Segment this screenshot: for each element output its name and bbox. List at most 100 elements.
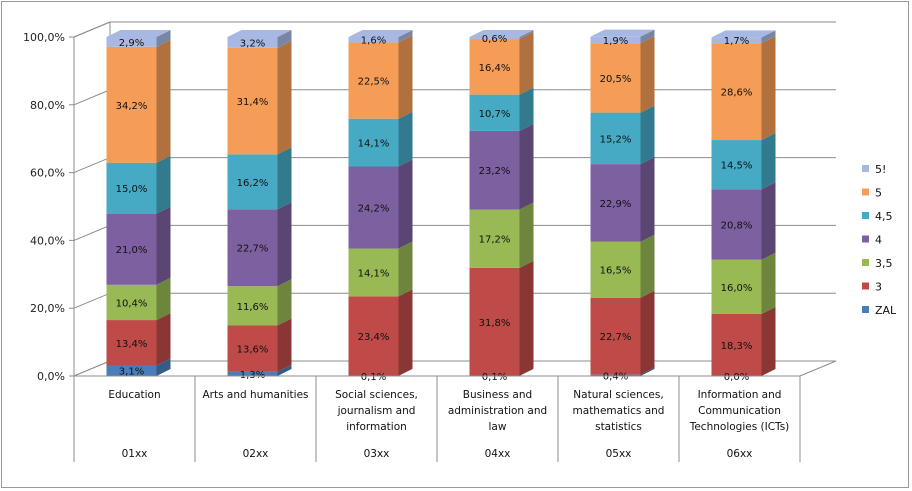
data-label: 16,0% [721, 283, 753, 294]
bar-segment-side [761, 306, 776, 376]
bar-segment-side [398, 111, 413, 167]
bar-segment-side [156, 277, 171, 321]
gridline [73, 21, 836, 38]
bar-segment-side [519, 87, 534, 131]
bar-top-face [590, 29, 655, 37]
bar-segment [590, 374, 641, 376]
bar-segment [227, 209, 278, 287]
legend-label: 3 [875, 281, 882, 294]
bar-segment-side [761, 133, 776, 190]
bar-segment-side [640, 234, 655, 298]
y-tick-label: 40,0% [30, 234, 65, 247]
data-label: 1,9% [603, 36, 628, 47]
data-label: 20,8% [721, 220, 753, 231]
legend-swatch [862, 259, 869, 266]
y-tick-label: 80,0% [30, 99, 65, 112]
bar-segment [227, 154, 278, 210]
data-label: 0,4% [603, 371, 628, 382]
bar-segment-side [398, 368, 413, 376]
bar-segment-side [519, 30, 534, 40]
data-label: 22,9% [600, 199, 632, 210]
side-wall [73, 21, 111, 377]
legend-swatch [862, 212, 869, 219]
bar-segment [469, 94, 520, 131]
bar-segment [711, 189, 762, 260]
bar-segment [590, 241, 641, 298]
bar-segment-side [156, 39, 171, 163]
legend-swatch [862, 282, 869, 290]
category-code-label: 04xx [485, 448, 511, 460]
bar-segment-side [761, 30, 776, 44]
data-label: 20,5% [600, 74, 632, 85]
bar-top-face [227, 30, 292, 37]
bar-segment [348, 296, 399, 376]
y-tick-label: 20,0% [30, 302, 65, 315]
category-label: Social sciences, journalism and informatio… [335, 389, 418, 433]
bar-segment [590, 36, 641, 44]
bar-segment-side [398, 289, 413, 376]
bar-segment-side [519, 123, 534, 210]
y-tick-label: 0,0% [37, 370, 65, 383]
data-label: 18,3% [721, 341, 753, 352]
data-label: 23,2% [479, 166, 511, 177]
bar-segment [227, 47, 278, 155]
bar-segment-side [156, 155, 171, 214]
y-tick-label: 100,0% [23, 31, 65, 44]
bar-segment-side [640, 29, 655, 44]
data-label: 13,6% [237, 345, 269, 356]
bar-segment [348, 42, 399, 119]
data-label: 16,4% [479, 63, 511, 74]
bar-segment-side [398, 30, 413, 43]
legend-label: 3,5 [875, 257, 893, 270]
bar-segment [711, 37, 762, 44]
data-label: 15,2% [600, 134, 632, 145]
category-label: Information and Communication Technologies… [689, 389, 790, 433]
legend-label: ZAL [875, 304, 897, 317]
bar-segment [469, 37, 520, 40]
bar-segment-side [277, 364, 292, 376]
data-label: 31,4% [237, 97, 269, 108]
data-label: 11,6% [237, 302, 269, 313]
bar-segment [590, 164, 641, 242]
bar-segment-side [761, 36, 776, 141]
bar-segment-side [277, 202, 292, 287]
category-axis: Education 01xx Arts and humanities 02xx Soci… [73, 375, 801, 462]
bar-segment [590, 297, 641, 375]
legend-swatch [862, 165, 869, 172]
bar-segment-side [156, 206, 171, 285]
y-tick-label: 60,0% [30, 167, 65, 180]
bar-segment-side [761, 252, 776, 314]
legend-swatch [862, 306, 869, 313]
bar-segment [227, 37, 278, 48]
bar-segment [106, 365, 157, 376]
category-label: Business and administration and law [448, 389, 547, 433]
data-label: 10,4% [116, 298, 148, 309]
bar-segment [106, 46, 157, 163]
data-label: 23,4% [358, 332, 390, 343]
data-label: 0,1% [361, 372, 386, 383]
bar-segment-side [640, 157, 655, 242]
category-label: Education [108, 389, 160, 401]
data-label: 34,2% [116, 101, 148, 112]
bar-top-face [106, 30, 171, 37]
data-label: 1,3% [240, 370, 265, 381]
data-label: 0,0% [724, 372, 749, 383]
bar-segment [348, 118, 399, 167]
bar-segment [106, 37, 157, 47]
bar-segment [711, 140, 762, 190]
category-code-label: 01xx [122, 448, 148, 460]
bar-segment-side [519, 32, 534, 95]
category-code-label: 05xx [606, 448, 632, 460]
bar-segment-side [640, 367, 655, 376]
data-label: 22,5% [358, 77, 390, 88]
bar-segment-side [277, 147, 292, 210]
data-label: 22,7% [237, 244, 269, 255]
legend: 5! 5 4,5 4 3,5 3 ZAL [862, 163, 897, 317]
bar-segment [711, 43, 762, 141]
legend-label: 5! [875, 163, 886, 176]
bar-segment [469, 39, 520, 95]
data-label: 2,9% [119, 38, 144, 49]
bar-segment [469, 209, 520, 268]
bar-segment-side [277, 279, 292, 326]
